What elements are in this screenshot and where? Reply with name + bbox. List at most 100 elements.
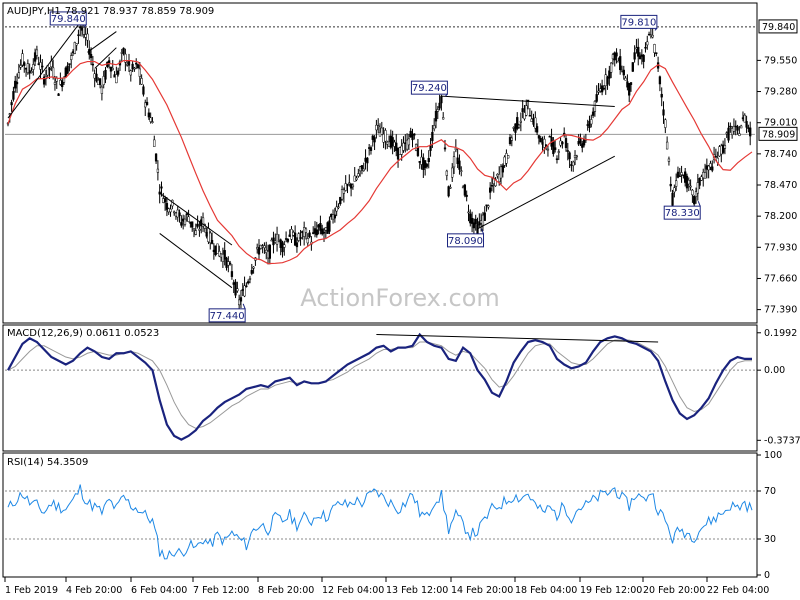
candle-body (182, 218, 185, 222)
candle-body (595, 94, 598, 102)
candle-body (479, 220, 483, 224)
time-axis-label: 8 Feb 20:00 (258, 585, 314, 596)
candle-body (89, 53, 93, 59)
candle-body (284, 238, 288, 240)
candle-body (588, 120, 591, 129)
candle-body (631, 62, 634, 72)
candle-body (191, 221, 194, 228)
candle-body (505, 153, 508, 164)
candle-body (582, 138, 586, 146)
candle-body (393, 141, 396, 147)
candle-body (28, 70, 31, 74)
candle-body (418, 161, 421, 163)
candle-body (469, 213, 472, 224)
candle-body (667, 158, 671, 162)
candle-body (237, 299, 241, 306)
candle-body (250, 270, 253, 274)
candle-body (581, 143, 584, 148)
candle-body (234, 281, 237, 296)
candle-body (218, 251, 221, 257)
price-label-leader (481, 228, 484, 235)
candle-body (431, 131, 434, 142)
candle-body (149, 117, 152, 122)
moving-average-line (7, 60, 753, 265)
candle-body (172, 211, 176, 214)
price-axis-label: 77.930 (764, 242, 797, 253)
candle-body (647, 33, 651, 36)
trendline-6 (441, 95, 615, 108)
candle-body (321, 228, 324, 235)
candle-body (747, 127, 750, 129)
candle-body (700, 176, 703, 181)
price-label-box (447, 233, 485, 248)
candle-body (12, 91, 15, 100)
candle-body (720, 145, 723, 155)
rsi-axis-label: 70 (764, 486, 776, 497)
candle-body (351, 184, 355, 188)
candle-body (404, 142, 407, 144)
rsi-title: RSI(14) 54.3509 (7, 457, 88, 468)
candle-body (62, 77, 66, 83)
candle-body (611, 54, 615, 60)
candle-body (210, 240, 214, 244)
candle-body (714, 156, 718, 158)
candle-body (626, 81, 629, 88)
candle-body (725, 132, 728, 135)
candle-body (151, 121, 154, 123)
time-axis-label: 7 Feb 12:00 (193, 585, 249, 596)
candle-body (458, 160, 461, 170)
candle-body (178, 212, 181, 217)
candle-body (37, 63, 40, 65)
candle-body (474, 218, 477, 225)
candle-body (496, 174, 499, 177)
candle-body (257, 247, 261, 255)
candle-body (541, 142, 544, 145)
price-axis-label: 78.740 (764, 149, 797, 160)
candle-body (600, 85, 604, 93)
candle-body (126, 63, 129, 66)
candle-body (283, 244, 286, 248)
candle-body (261, 245, 264, 247)
candle-body (214, 245, 217, 255)
candle-body (138, 68, 141, 77)
time-axis-label: 19 Feb 12:00 (580, 585, 642, 596)
candle-body (730, 128, 734, 136)
candle-body (252, 266, 255, 269)
candle-body (433, 125, 436, 130)
candle-body (732, 126, 736, 132)
candle-body (443, 147, 447, 150)
candle-body (572, 161, 575, 166)
candle-body (324, 227, 327, 231)
price-axis-label: 77.660 (764, 273, 797, 284)
price-label-leader (445, 93, 448, 97)
candle-body (86, 33, 89, 41)
candle-body (503, 156, 506, 166)
candle-body (111, 68, 114, 70)
candle-body (42, 76, 46, 85)
candle-body (693, 195, 696, 205)
candle-body (303, 227, 306, 237)
time-axis-label: 18 Feb 04:00 (515, 585, 577, 596)
price-label: 79.240 (412, 83, 447, 94)
candle-body (593, 101, 597, 112)
candle-body (17, 72, 20, 78)
candle-body (499, 166, 503, 179)
candle-body (409, 130, 412, 138)
rsi-line (7, 484, 753, 560)
candle-body (402, 142, 405, 151)
candle-body (559, 140, 562, 146)
candle-body (369, 147, 373, 151)
candle-body (335, 206, 338, 212)
candle-body (687, 180, 690, 185)
candle-body (342, 189, 346, 194)
candle-body (115, 74, 118, 84)
candle-body (689, 185, 692, 188)
candle-body (628, 83, 631, 96)
candle-body (734, 125, 737, 128)
candle-body (312, 232, 315, 234)
candle-body (736, 126, 739, 131)
candle-body (489, 187, 492, 193)
candle-body (377, 125, 380, 127)
candle-body (501, 165, 504, 173)
candle-body (26, 63, 30, 73)
